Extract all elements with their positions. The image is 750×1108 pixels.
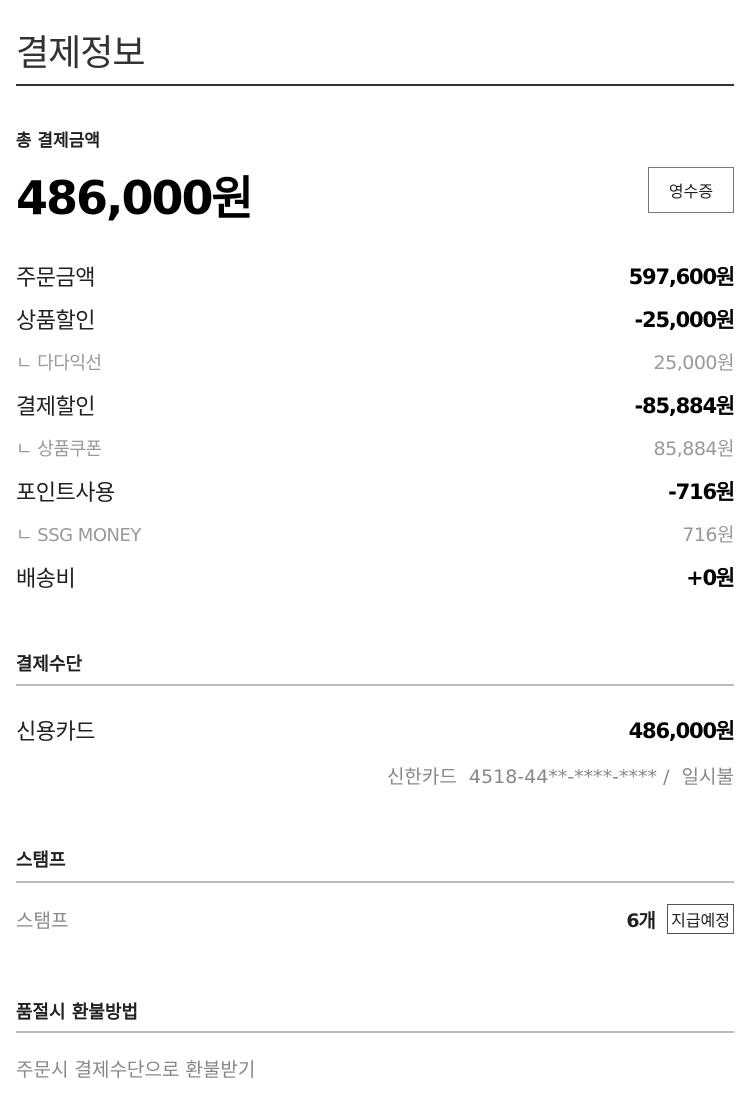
- row-value: 85,884원: [653, 438, 735, 460]
- total-label: 총 결제금액: [16, 131, 101, 151]
- refund-heading: 품절시 환불방법: [16, 1002, 139, 1023]
- breakdown-subrow: ㄴ 상품쿠폰 85,884원: [16, 426, 735, 469]
- stamp-label: 스탬프: [16, 909, 69, 932]
- refund-method: 주문시 결제수단으로 환불받기: [16, 1059, 256, 1081]
- row-label: 배송비: [16, 566, 76, 592]
- breakdown-row-shipping: 배송비 +0원: [16, 555, 735, 598]
- payment-method-row: 신용카드 486,000원: [16, 708, 736, 751]
- row-label: 결제할인: [16, 394, 95, 420]
- breakdown-row-product-discount: 상품할인 -25,000원: [16, 297, 736, 340]
- payment-amount: 486,000원: [628, 718, 736, 743]
- receipt-button[interactable]: 영수증: [648, 167, 734, 213]
- row-label: ㄴ SSG MONEY: [16, 524, 141, 546]
- row-value: -716원: [668, 479, 735, 504]
- row-value: +0원: [686, 565, 735, 590]
- stamp-heading: 스탬프: [16, 850, 66, 871]
- row-value: 716원: [682, 524, 734, 546]
- payment-method-label: 신용카드: [16, 719, 95, 745]
- price-breakdown: 주문금액 597,600원 상품할인 -25,000원 ㄴ 다다익선 25,000원 …: [16, 254, 736, 598]
- section-divider: [16, 684, 734, 686]
- breakdown-row-order-amount: 주문금액 597,600원: [16, 254, 736, 297]
- card-info: 신한카드 4518-44**-****-**** / 일시불: [386, 766, 734, 788]
- row-value: -85,884원: [634, 393, 736, 418]
- stamp-row: 스탬프 6개 지급예정: [16, 904, 734, 934]
- row-label: ㄴ 상품쿠폰: [16, 438, 102, 460]
- stamp-status-button[interactable]: 지급예정: [667, 904, 734, 934]
- row-label: ㄴ 다다익선: [16, 352, 102, 374]
- section-divider: [16, 881, 734, 883]
- row-value: -25,000원: [634, 307, 736, 332]
- breakdown-subrow: ㄴ 다다익선 25,000원: [16, 340, 735, 383]
- stamp-count: 6개: [626, 909, 656, 932]
- page-title: 결제정보: [16, 33, 145, 74]
- breakdown-subrow: ㄴ SSG MONEY 716원: [16, 512, 734, 555]
- breakdown-row-payment-discount: 결제할인 -85,884원: [16, 383, 736, 426]
- row-label: 상품할인: [16, 308, 95, 334]
- row-value: 597,600원: [628, 264, 736, 289]
- section-divider: [16, 1031, 734, 1033]
- title-divider: [16, 84, 734, 86]
- breakdown-row-points: 포인트사용 -716원: [16, 469, 735, 512]
- row-value: 25,000원: [653, 352, 735, 374]
- row-label: 주문금액: [16, 265, 95, 291]
- row-label: 포인트사용: [16, 480, 115, 506]
- payment-method-heading: 결제수단: [16, 654, 83, 675]
- total-amount: 486,000원: [16, 171, 254, 225]
